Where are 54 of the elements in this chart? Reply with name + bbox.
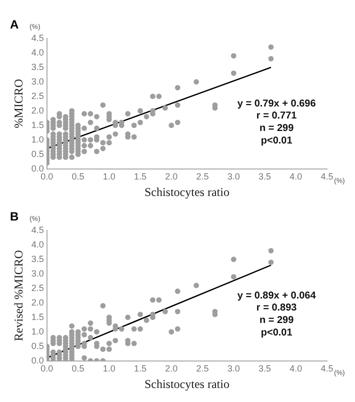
x-tick-label: 4.5	[320, 364, 334, 374]
y-tick-label: 4.5	[31, 32, 44, 43]
x-tick-label: 0.0	[40, 364, 54, 374]
x-tick-label: 2.5	[196, 172, 209, 182]
y-tick-label: 2.5	[31, 282, 44, 293]
x-tick-label: 1.0	[102, 172, 116, 182]
y-axis-title: Revised %MICRO	[11, 250, 26, 342]
x-tick-label: 0.5	[72, 172, 84, 182]
x-tick-label: 4.0	[290, 172, 302, 182]
annotation: n = 299	[259, 123, 294, 134]
y-axis-title: %MICRO	[11, 78, 26, 128]
y-tick-label: 0.5	[31, 340, 44, 351]
y-tick-label: 0.0	[31, 163, 44, 174]
y-tick-label: 1.5	[31, 120, 44, 130]
y-tick-label: 1.0	[31, 134, 44, 144]
x-tick-label: 2.0	[165, 172, 178, 182]
x-tick-label: 3.0	[227, 172, 240, 182]
y-tick-label: 2.0	[31, 297, 44, 308]
x-axis-title: Schistocytes ratio	[144, 376, 230, 391]
y-tick-label: 3.0	[31, 76, 44, 86]
y-tick-label: 2.5	[31, 90, 44, 101]
y-tick-label: 1.5	[31, 312, 44, 322]
x-tick-label: 2.5	[196, 364, 209, 374]
annotation: r = 0.893	[256, 302, 298, 314]
x-tick-label: 1.0	[102, 364, 116, 374]
x-tick-label: 2.0	[165, 364, 178, 374]
annotation: p<0.01	[260, 328, 293, 339]
y-tick-label: 4.0	[31, 239, 44, 250]
x-tick-label: 3.0	[227, 364, 240, 374]
x-tick-label: 3.5	[258, 172, 272, 182]
annotation: r = 0.771	[256, 110, 298, 122]
x-tick-label: 4.5	[320, 172, 334, 182]
x-tick-label: 0.5	[72, 364, 84, 374]
x-axis-title: Schistocytes ratio	[144, 184, 230, 199]
y-tick-label: 0.5	[31, 148, 44, 159]
chart-title: A	[10, 18, 19, 32]
chart-title: B	[10, 210, 19, 224]
annotation: y = 0.89x + 0.064	[237, 290, 316, 302]
y-tick-label: 3.0	[31, 268, 44, 278]
annotation: p<0.01	[260, 136, 293, 147]
x-tick-label: 4.0	[290, 364, 302, 374]
x-tick-label: 1.5	[134, 172, 147, 182]
y-tick-label: 0.0	[31, 355, 44, 366]
y-tick-label: 3.5	[31, 254, 44, 264]
annotation: y = 0.79x + 0.696	[237, 98, 316, 110]
y-tick-label: 4.5	[31, 224, 44, 235]
y-tick-label: 3.5	[31, 62, 44, 72]
x-tick-label: 3.5	[258, 364, 272, 374]
y-tick-label: 4.0	[31, 47, 44, 58]
y-tick-label: 2.0	[31, 105, 44, 116]
x-tick-label: 0.0	[40, 172, 54, 182]
x-tick-label: 1.5	[134, 364, 147, 374]
annotation: n = 299	[259, 315, 294, 326]
y-tick-label: 1.0	[31, 326, 44, 336]
